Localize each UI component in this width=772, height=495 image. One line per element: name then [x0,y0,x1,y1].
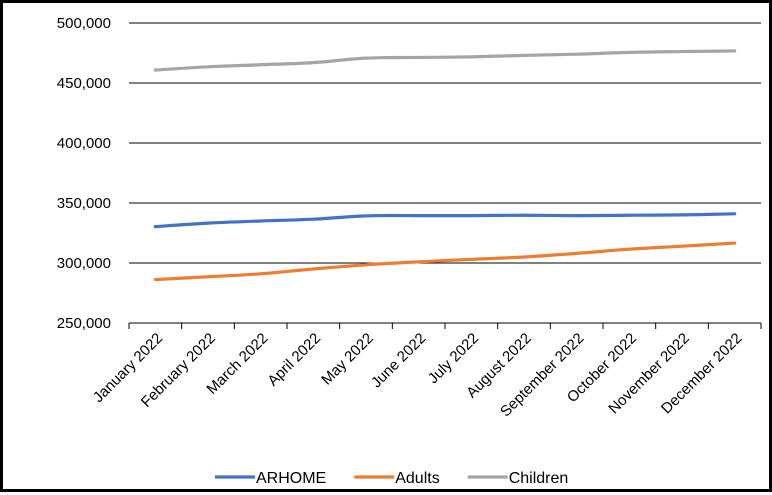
y-tick-label: 450,000 [57,75,111,92]
y-tick-label: 300,000 [57,255,111,272]
legend-label-adults: Adults [395,470,439,487]
legend: ARHOME Adults Children [215,470,568,487]
series-line-adults [155,243,734,279]
y-tick-label: 350,000 [57,195,111,212]
series-line-children [155,51,734,70]
y-tick-label: 500,000 [57,15,111,32]
legend-label-arhome: ARHOME [256,470,326,487]
x-tick-label: April 2022 [264,330,324,390]
y-tick-label: 250,000 [57,315,111,332]
y-axis-ticks: 250,000 300,000 350,000 400,000 450,000 500,0… [57,15,111,332]
gridlines [129,23,761,323]
series-lines [155,51,734,280]
y-tick-label: 400,000 [57,135,111,152]
line-chart: 250,000 300,000 350,000 400,000 450,000 500,0… [3,3,772,495]
legend-label-children: Children [509,470,569,487]
x-tick-label: June 2022 [368,330,430,392]
series-line-arhome [155,214,734,227]
